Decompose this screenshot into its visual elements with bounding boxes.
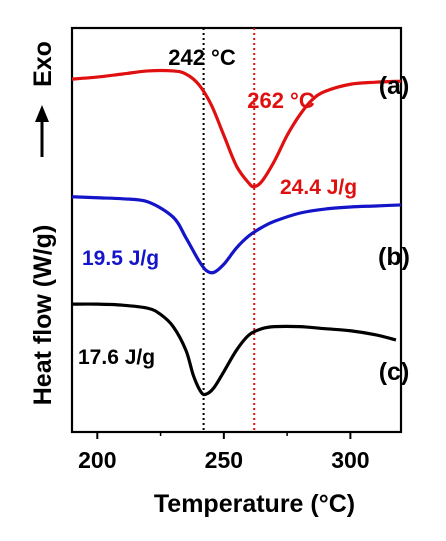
exo-label: Exo xyxy=(29,41,57,87)
series-line-0 xyxy=(71,68,402,189)
x-axis-label: Temperature (°C) xyxy=(154,490,355,518)
exo-arrow-head xyxy=(35,105,49,122)
plot-frame xyxy=(70,26,403,434)
x-tick-label: 250 xyxy=(205,447,243,473)
series-line-2 xyxy=(71,302,397,397)
enthalpy-annotation-2: 17.6 J/g xyxy=(78,346,155,369)
series-line-1 xyxy=(71,195,402,275)
x-tick-label: 200 xyxy=(78,447,116,473)
series-label-2: (c) xyxy=(379,358,410,386)
enthalpy-annotation-1: 19.5 J/g xyxy=(82,247,159,270)
x-tick-label: 300 xyxy=(331,447,369,473)
series-label-0: (a) xyxy=(379,72,410,100)
y-axis-label: Heat flow (W/g) xyxy=(29,225,57,406)
enthalpy-annotation-0: 24.4 J/g xyxy=(280,176,357,199)
series-label-1: (b) xyxy=(378,243,410,271)
reference-label-242: 242 °C xyxy=(168,45,236,70)
reference-label-262: 262 °C xyxy=(247,88,315,113)
